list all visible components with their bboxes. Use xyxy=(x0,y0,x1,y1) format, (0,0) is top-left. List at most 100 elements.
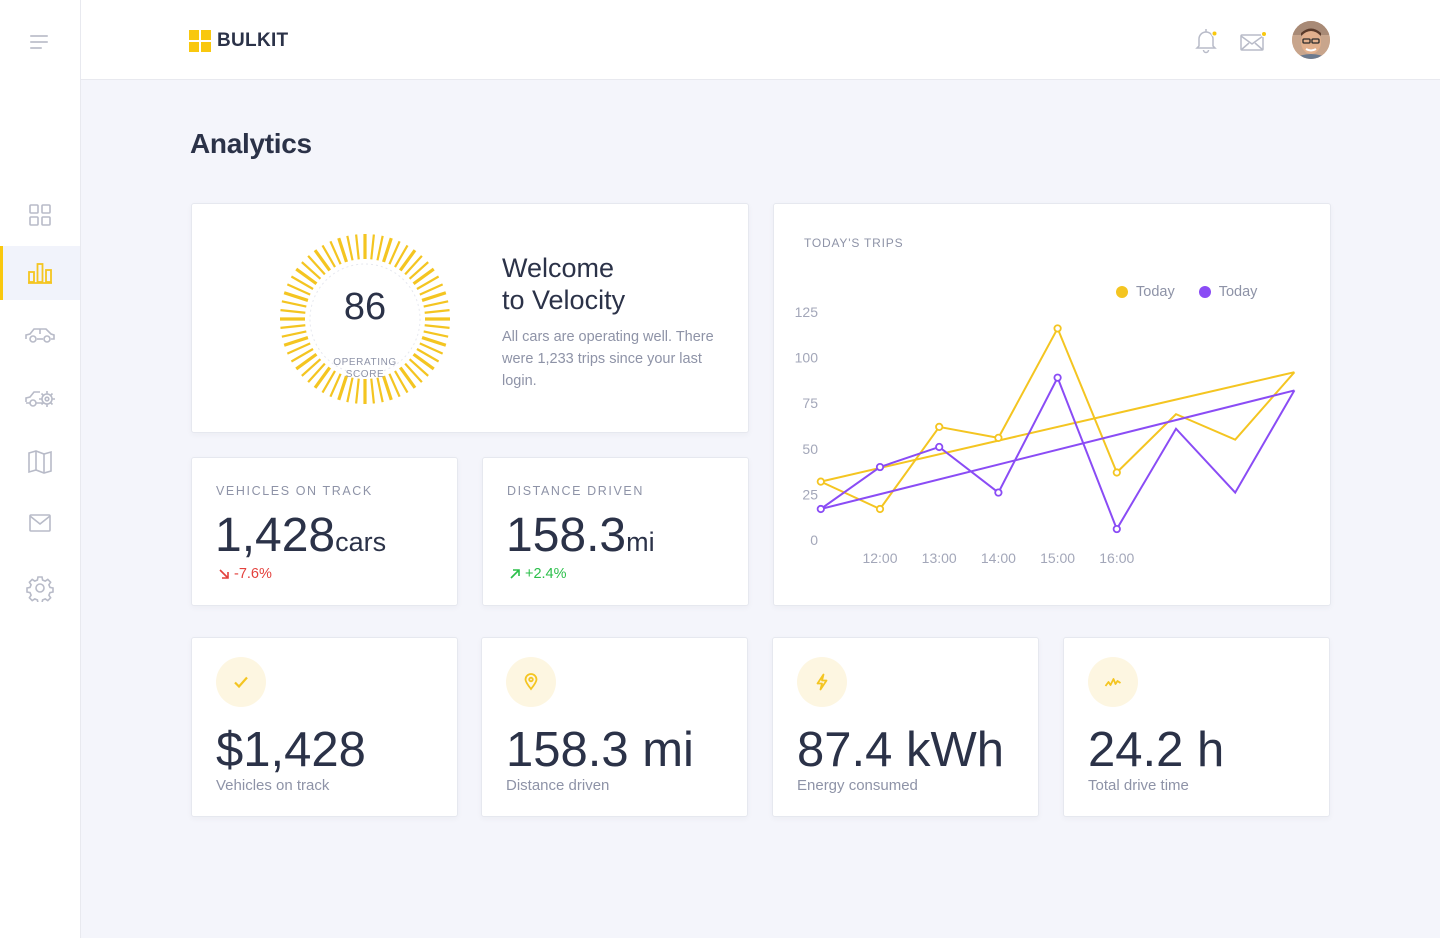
gauge-tick xyxy=(355,234,360,260)
trips-line-chart: 0 25 50 75 100 125 12:00 13:00 14:00 15:00 16:00 xyxy=(795,304,1296,566)
gauge-tick xyxy=(419,342,444,355)
stat-label: DISTANCE DRIVEN xyxy=(507,484,644,498)
data-point[interactable] xyxy=(875,504,885,514)
mail-icon[interactable] xyxy=(1239,28,1269,54)
series-line-1 xyxy=(820,326,1296,511)
kpi-label: Vehicles on track xyxy=(216,777,330,794)
gauge-tick xyxy=(313,366,332,389)
data-point[interactable] xyxy=(1112,468,1121,477)
gauge-tick xyxy=(394,370,409,394)
lightning-icon xyxy=(797,657,847,707)
grid-icon xyxy=(29,204,51,226)
gauge-tick xyxy=(290,348,314,363)
gauge-tick xyxy=(329,240,342,265)
gauge-tick xyxy=(423,300,449,308)
stat-unit: mi xyxy=(626,527,655,557)
sidebar xyxy=(0,0,81,938)
data-point[interactable] xyxy=(994,488,1003,497)
trend-line-2 xyxy=(820,389,1295,510)
x-tick-label: 16:00 xyxy=(1099,550,1134,566)
data-point[interactable] xyxy=(994,433,1003,442)
page-title: Analytics xyxy=(190,128,312,159)
data-point[interactable] xyxy=(1112,524,1121,534)
sidebar-item-map[interactable] xyxy=(0,435,80,489)
gauge-tick xyxy=(283,291,309,302)
gauge-tick xyxy=(424,324,450,329)
gauge-tick xyxy=(355,378,360,404)
sidebar-item-service[interactable] xyxy=(0,371,80,425)
gauge-tick xyxy=(394,244,409,268)
arrow-down-right-icon xyxy=(219,569,229,579)
stat-change-value: -7.6% xyxy=(234,566,272,582)
operating-score-value: 86 xyxy=(343,286,387,328)
gauge-tick xyxy=(388,373,401,398)
y-tick-label: 125 xyxy=(795,304,819,320)
gauge-tick xyxy=(307,255,326,276)
data-point[interactable] xyxy=(816,477,825,486)
gauge-tick xyxy=(280,324,306,329)
logo-text: BULKIT xyxy=(217,30,289,51)
legend-entry[interactable]: Today xyxy=(1198,284,1258,300)
gauge-tick xyxy=(295,352,318,371)
data-point[interactable] xyxy=(816,504,825,514)
kpi-value: 158.3 mi xyxy=(506,723,694,777)
logo[interactable]: BULKIT xyxy=(189,30,288,52)
stat-unit: cars xyxy=(335,527,387,557)
gauge-tick xyxy=(321,370,336,394)
legend-label: Today xyxy=(1136,284,1175,300)
gauge-tick xyxy=(290,275,314,290)
kpi-label: Energy consumed xyxy=(797,777,918,794)
gauge-tick xyxy=(419,283,444,296)
welcome-title-line2: to Velocity xyxy=(502,285,626,315)
car-gear-icon xyxy=(25,391,55,407)
gauge-tick xyxy=(412,267,435,286)
y-tick-label: 50 xyxy=(802,441,818,457)
sidebar-item-settings[interactable] xyxy=(0,561,80,615)
sidebar-item-dashboard[interactable] xyxy=(0,188,80,242)
sidebar-item-vehicles[interactable] xyxy=(0,308,80,362)
data-point[interactable] xyxy=(875,462,885,472)
avatar[interactable] xyxy=(1292,21,1330,59)
gauge-tick xyxy=(423,330,449,338)
data-point[interactable] xyxy=(935,442,944,452)
gauge-tick xyxy=(382,237,393,263)
gauge-tick xyxy=(388,240,401,265)
gauge-tick xyxy=(301,358,322,377)
bar-chart-icon xyxy=(28,263,52,284)
bell-icon[interactable] xyxy=(1192,26,1220,54)
gauge-tick xyxy=(370,378,375,404)
data-point[interactable] xyxy=(935,422,944,432)
sidebar-item-messages[interactable] xyxy=(0,496,80,550)
legend-entry[interactable]: Today xyxy=(1116,284,1175,300)
map-icon xyxy=(28,450,52,474)
stat-number: 1,428 xyxy=(215,509,336,562)
menu-icon[interactable] xyxy=(30,33,50,49)
gauge-tick xyxy=(286,283,311,296)
gauge-tick xyxy=(281,330,307,338)
gauge-tick xyxy=(329,373,342,398)
stat-value: 158.3mi xyxy=(506,508,655,563)
kpi-value: $1,428 xyxy=(216,723,366,777)
todays-trips-card: TODAY'S TRIPS Today Today 0 25 50 75 100 125 1… xyxy=(773,203,1331,606)
gauge-tick xyxy=(398,249,417,272)
legend-label: Today xyxy=(1218,284,1258,300)
gauge-tick xyxy=(346,235,354,261)
gauge-tick xyxy=(416,348,440,363)
data-point[interactable] xyxy=(1053,324,1062,333)
welcome-card: 86 OPERATING SCORE Welcome to Velocity A… xyxy=(191,203,749,433)
sidebar-item-analytics[interactable] xyxy=(0,246,80,300)
trend-line-1 xyxy=(820,371,1295,483)
chart-legend: Today Today xyxy=(1116,284,1281,300)
gauge-tick xyxy=(286,342,311,355)
gear-icon xyxy=(26,576,54,602)
top-bar: BULKIT xyxy=(81,0,1440,80)
gauge-tick xyxy=(295,267,318,286)
stat-change-value: +2.4% xyxy=(525,566,567,582)
logo-icon xyxy=(189,30,211,52)
welcome-text: All cars are operating well. There were … xyxy=(502,329,714,389)
gauge-tick xyxy=(321,244,336,268)
stat-value: 1,428cars xyxy=(215,508,386,563)
kpi-card-energy: 87.4 kWh Energy consumed xyxy=(772,637,1039,817)
welcome-title: Welcome to Velocity xyxy=(502,252,625,316)
data-point[interactable] xyxy=(1053,373,1062,382)
